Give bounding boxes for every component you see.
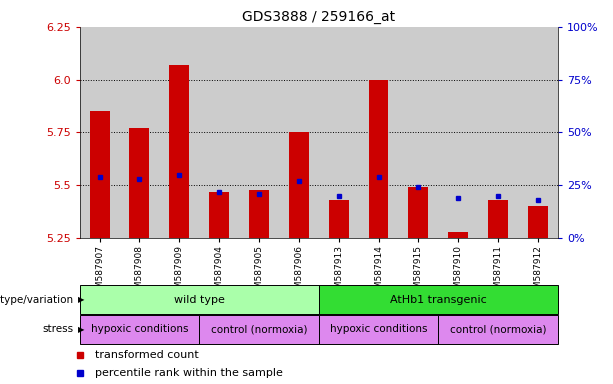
Bar — [249, 189, 269, 238]
Bar — [199, 315, 319, 344]
Bar — [319, 315, 438, 344]
Bar — [80, 285, 319, 314]
Text: control (normoxia): control (normoxia) — [450, 324, 546, 334]
Bar — [289, 132, 309, 238]
Text: transformed count: transformed count — [95, 350, 199, 360]
Text: ▶: ▶ — [78, 295, 85, 304]
Bar — [359, 27, 398, 238]
Bar — [129, 128, 150, 238]
Bar — [279, 27, 319, 238]
Bar — [438, 315, 558, 344]
Text: wild type: wild type — [174, 295, 224, 305]
Bar — [159, 27, 199, 238]
Bar — [80, 27, 120, 238]
Bar — [169, 65, 189, 238]
Text: stress: stress — [42, 324, 74, 334]
Text: percentile rank within the sample: percentile rank within the sample — [95, 368, 283, 378]
Bar — [80, 315, 199, 344]
Text: AtHb1 transgenic: AtHb1 transgenic — [390, 295, 487, 305]
Bar — [329, 200, 349, 238]
Bar — [319, 285, 558, 314]
Bar — [209, 192, 229, 238]
Bar — [528, 206, 548, 238]
Bar — [89, 111, 110, 238]
Text: hypoxic conditions: hypoxic conditions — [330, 324, 427, 334]
Text: genotype/variation: genotype/variation — [0, 295, 74, 305]
Bar — [120, 27, 159, 238]
Bar — [448, 232, 468, 238]
Title: GDS3888 / 259166_at: GDS3888 / 259166_at — [242, 10, 395, 25]
Bar — [488, 200, 508, 238]
Bar — [319, 27, 359, 238]
Bar — [398, 27, 438, 238]
Bar — [408, 187, 428, 238]
Text: control (normoxia): control (normoxia) — [211, 324, 307, 334]
Bar — [368, 79, 389, 238]
Bar — [438, 27, 478, 238]
Text: ▶: ▶ — [78, 325, 85, 334]
Bar — [478, 27, 518, 238]
Text: hypoxic conditions: hypoxic conditions — [91, 324, 188, 334]
Bar — [239, 27, 279, 238]
Bar — [518, 27, 558, 238]
Bar — [199, 27, 239, 238]
